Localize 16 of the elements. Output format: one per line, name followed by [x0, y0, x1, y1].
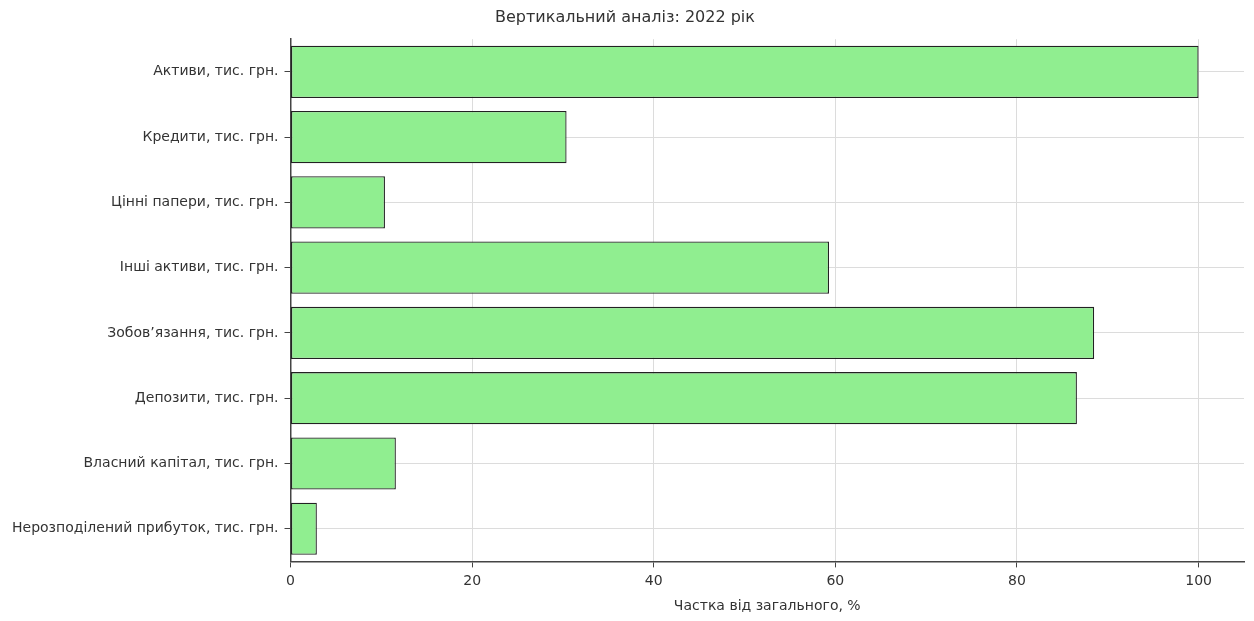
- x-tick-label: 0: [286, 572, 295, 589]
- y-tick-label: Інші активи, тис. грн.: [119, 258, 279, 275]
- y-tick-label: Активи, тис. грн.: [153, 62, 279, 79]
- x-tick-label: 20: [463, 572, 482, 589]
- x-tick-label: 60: [826, 572, 845, 589]
- y-tick-label: Власний капітал, тис. грн.: [83, 454, 279, 471]
- x-axis-title: Частка від загального, %: [673, 597, 861, 614]
- y-tick-label: Зобов’язання, тис. грн.: [107, 323, 279, 340]
- y-tick-label: Нерозподілений прибуток, тис. грн.: [11, 519, 279, 536]
- x-tick-label: 100: [1185, 572, 1212, 589]
- y-tick-label: Депозити, тис. грн.: [134, 388, 279, 405]
- x-tick-label: 40: [644, 572, 663, 589]
- y-tick-label: Кредити, тис. грн.: [142, 127, 279, 144]
- y-tick-label: Цінні папери, тис. грн.: [111, 193, 279, 210]
- x-tick-label: 80: [1008, 572, 1026, 589]
- chart-title: Вертикальний аналіз: 2022 рік: [495, 6, 756, 26]
